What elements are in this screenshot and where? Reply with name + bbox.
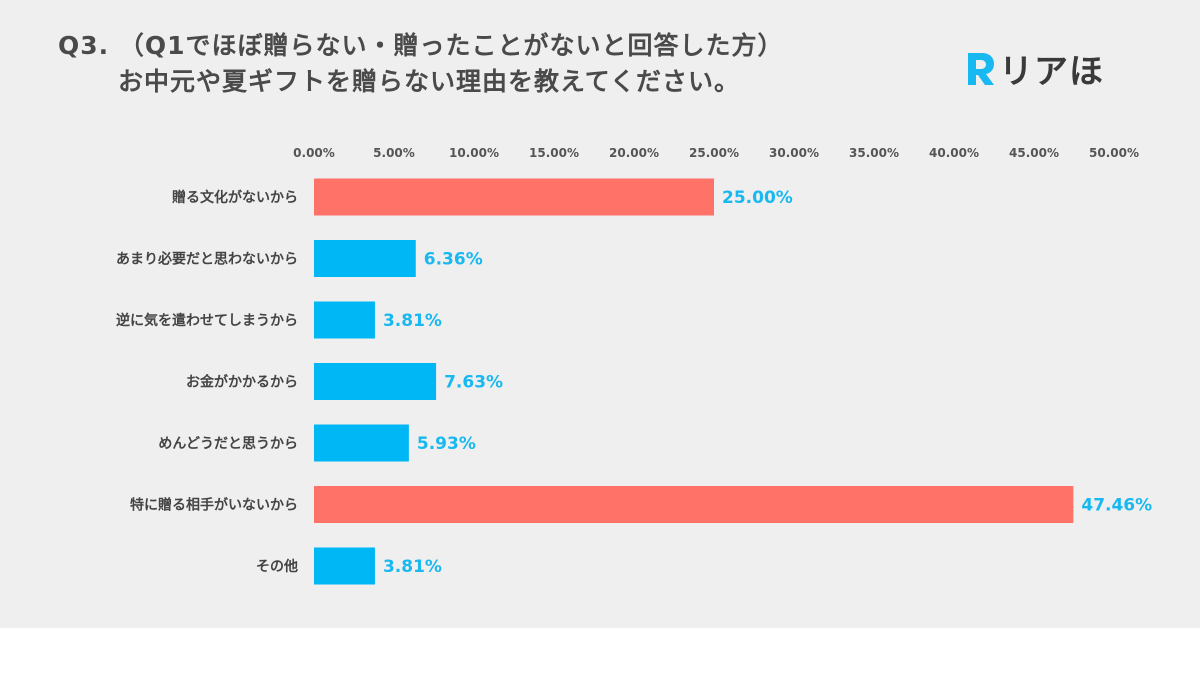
- category-label: めんどうだと思うから: [158, 436, 298, 452]
- bar: [314, 178, 714, 216]
- category-label: その他: [256, 558, 298, 575]
- logo-text: リアほ: [999, 52, 1104, 92]
- bar: [314, 486, 1074, 523]
- value-label: 47.46%: [1081, 496, 1152, 516]
- category-label: お金がかかるから: [186, 374, 298, 391]
- x-tick-label: 15.00%: [529, 146, 579, 160]
- bar: [314, 301, 375, 339]
- value-label: 5.93%: [417, 434, 476, 454]
- x-tick-label: 5.00%: [373, 146, 415, 160]
- chart-title-line1: Q3. （Q1でほぼ贈らない・贈ったことがないと回答した方）: [58, 31, 784, 60]
- x-tick-label: 40.00%: [929, 146, 979, 160]
- value-label: 6.36%: [424, 250, 483, 270]
- chart-title-line2: お中元や夏ギフトを贈らない理由を教えてください。: [118, 67, 741, 96]
- category-label: 特に贈る相手がいないから: [130, 497, 298, 514]
- x-tick-label: 35.00%: [849, 146, 899, 160]
- value-label: 7.63%: [444, 373, 503, 393]
- x-tick-label: 25.00%: [689, 146, 739, 160]
- chart-title: Q3. （Q1でほぼ贈らない・贈ったことがないと回答した方） お中元や夏ギフトを…: [58, 28, 784, 100]
- x-tick-label: 50.00%: [1089, 146, 1139, 160]
- bar: [314, 240, 416, 277]
- x-tick-label: 20.00%: [609, 146, 659, 160]
- value-label: 3.81%: [383, 311, 442, 331]
- logo-r-icon: [963, 49, 997, 89]
- category-label: 逆に気を遣わせてしまうから: [116, 312, 298, 329]
- bar-chart: 0.00% 5.00% 10.00% 15.00% 20.00% 25.00% 30.00%…: [116, 146, 1152, 585]
- x-tick-label: 45.00%: [1009, 146, 1059, 160]
- bar: [314, 363, 437, 400]
- value-label: 25.00%: [722, 188, 793, 208]
- brand-logo: リアほ: [963, 44, 1104, 93]
- category-label: あまり必要だと思わないから: [116, 251, 298, 268]
- x-tick-label: 0.00%: [293, 146, 335, 160]
- x-tick-label: 10.00%: [449, 146, 499, 160]
- value-label: 3.81%: [383, 557, 442, 577]
- bar: [314, 547, 375, 585]
- chart-panel: Q3. （Q1でほぼ贈らない・贈ったことがないと回答した方） お中元や夏ギフトを…: [0, 0, 1200, 628]
- x-tick-label: 30.00%: [769, 146, 819, 160]
- category-label: 贈る文化がないから: [172, 189, 298, 206]
- bar: [314, 424, 409, 462]
